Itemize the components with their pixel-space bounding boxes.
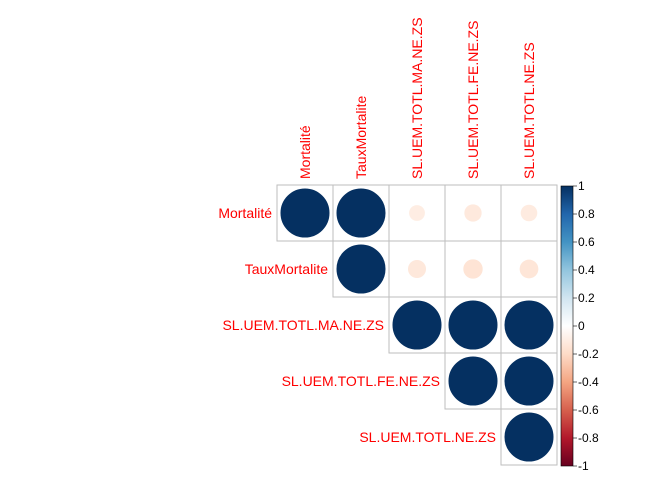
matrix-cells xyxy=(276,184,558,466)
colorbar-tick-label: 0.4 xyxy=(578,263,595,277)
colorbar xyxy=(560,185,574,467)
row-label: SL.UEM.TOTL.FE.NE.ZS xyxy=(282,373,440,389)
colorbar-tick-label: -0.6 xyxy=(578,403,599,417)
colorbar-tick-label: -1 xyxy=(578,459,589,473)
colorbar-tick-label: 0.6 xyxy=(578,235,595,249)
colorbar-gradient xyxy=(560,185,574,467)
correlation-circle xyxy=(407,259,427,279)
correlation-circle xyxy=(463,259,483,279)
row-label: TauxMortalite xyxy=(245,261,328,277)
column-label: Mortalité xyxy=(297,125,313,179)
column-labels: Mortalité TauxMortalite SL.UEM.TOTL.MA.NE.… xyxy=(297,17,537,179)
column-label: SL.UEM.TOTL.FE.NE.ZS xyxy=(465,21,481,179)
row-label: SL.UEM.TOTL.MA.NE.ZS xyxy=(222,317,384,333)
colorbar-tick-label: 0 xyxy=(578,319,585,333)
matrix-cell xyxy=(500,408,558,466)
correlation-circle xyxy=(335,243,387,295)
correlation-circle xyxy=(519,259,539,279)
correlation-circle xyxy=(447,299,499,351)
correlation-circle xyxy=(335,187,387,239)
correlation-circle xyxy=(447,355,499,407)
row-labels: Mortalité TauxMortalite SL.UEM.TOTL.MA.NE.… xyxy=(218,205,496,445)
colorbar-tick-label: -0.2 xyxy=(578,347,599,361)
colorbar-tick-label: 0.8 xyxy=(578,207,595,221)
correlation-circle xyxy=(391,299,443,351)
correlation-circle xyxy=(503,411,555,463)
column-label: SL.UEM.TOTL.NE.ZS xyxy=(521,42,537,179)
colorbar-tick-label: -0.8 xyxy=(578,431,599,445)
correlation-circle xyxy=(520,204,538,222)
row-label: Mortalité xyxy=(218,205,272,221)
matrix-circles xyxy=(279,187,555,463)
colorbar-tick-label: 1 xyxy=(578,179,585,193)
column-label: SL.UEM.TOTL.MA.NE.ZS xyxy=(409,17,425,179)
correlation-circle xyxy=(409,205,425,221)
correlation-circle xyxy=(503,299,555,351)
correlation-circle xyxy=(279,187,331,239)
colorbar-tick-label: 0.2 xyxy=(578,291,595,305)
row-label: SL.UEM.TOTL.NE.ZS xyxy=(359,429,496,445)
colorbar-tick-label: -0.4 xyxy=(578,375,599,389)
column-label: TauxMortalite xyxy=(353,96,369,179)
correlation-circle xyxy=(503,355,555,407)
colorbar-ticks: 1 0.8 0.6 0.4 0.2 0 -0.2 -0.4 -0.6 -0.8 -1 xyxy=(573,179,599,473)
correlation-circle xyxy=(464,204,482,222)
